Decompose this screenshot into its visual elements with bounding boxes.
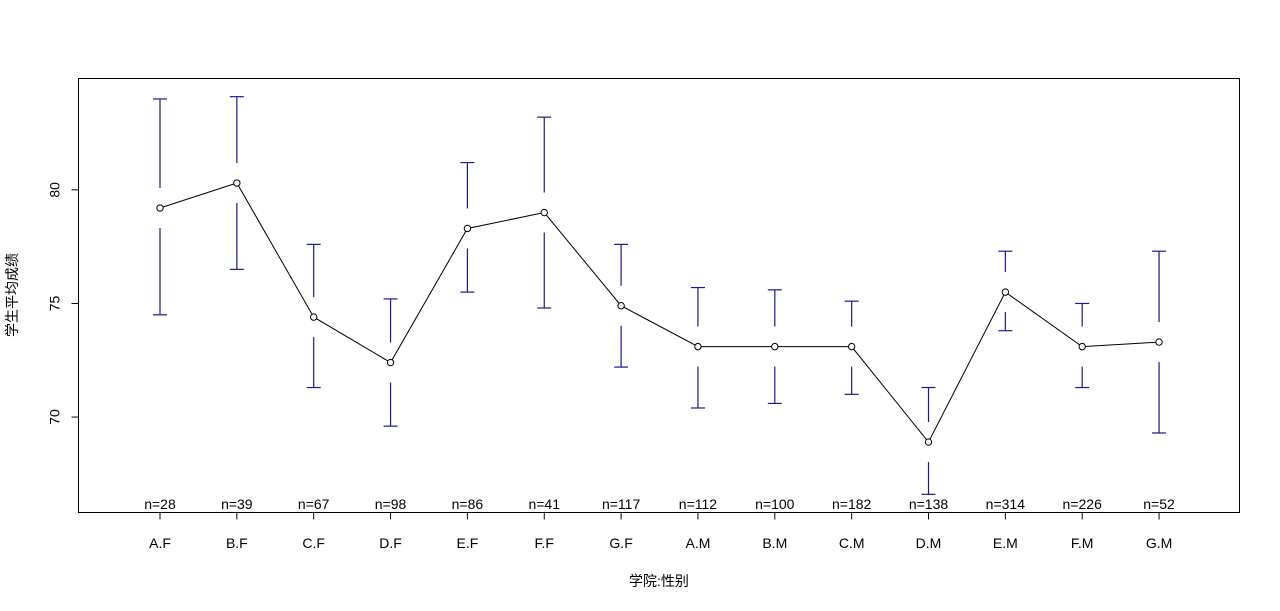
x-tick-label: D.M [916, 535, 942, 551]
x-axis-title: 学院:性别 [629, 573, 689, 589]
error-bar [460, 161, 475, 293]
error-bar [690, 286, 705, 409]
n-label: n=226 [1063, 496, 1103, 512]
error-bar [844, 300, 859, 395]
error-bar [383, 298, 398, 427]
mean-point [1078, 342, 1086, 351]
mean-point [617, 302, 625, 310]
n-label: n=98 [375, 496, 407, 512]
error-bar [537, 116, 552, 309]
n-label: n=41 [528, 496, 560, 512]
n-label: n=182 [832, 496, 872, 512]
error-bar [1152, 250, 1167, 434]
error-bar [306, 243, 321, 389]
y-tick-label: 75 [47, 295, 63, 311]
mean-point [847, 342, 856, 351]
n-label: n=67 [298, 496, 330, 512]
mean-point [310, 313, 318, 321]
mean-point [233, 179, 241, 187]
n-labels: n=28 n=39 n=67 n=98 n=86 n=41 n=117 n=112 n=100 n… [144, 496, 1175, 512]
error-bar [614, 243, 629, 368]
x-tick-label: C.F [302, 535, 325, 551]
y-axis-title: 学生平均成绩 [4, 253, 20, 337]
n-label: n=138 [909, 496, 949, 512]
n-label: n=112 [679, 496, 717, 512]
x-tick-label: A.M [686, 535, 711, 551]
y-tick-label: 80 [47, 182, 63, 198]
mean-line [159, 182, 1160, 443]
n-label: n=52 [1143, 496, 1175, 512]
x-tick-label: G.F [609, 535, 632, 551]
x-tick-label: C.M [839, 535, 865, 551]
mean-point [540, 208, 548, 217]
n-label: n=39 [221, 496, 253, 512]
mean-point [924, 438, 933, 446]
error-bar [921, 386, 936, 495]
x-tick-label: B.M [762, 535, 787, 551]
error-bar [1075, 302, 1090, 389]
n-label: n=117 [602, 496, 640, 512]
mean-point [694, 342, 702, 351]
x-axis: A.F B.F C.F D.F E.F F.F G.F A.M B.M C.M D.M E.M F.M G… [149, 512, 1172, 551]
error-bar [767, 289, 782, 405]
x-tick-label: F.F [535, 535, 554, 551]
error-bars [153, 96, 1167, 495]
n-label: n=86 [452, 496, 484, 512]
n-label: n=100 [755, 496, 795, 512]
error-bar [153, 98, 167, 316]
mean-point [156, 204, 164, 212]
x-tick-label: G.M [1146, 535, 1172, 551]
mean-line-group [156, 179, 1163, 446]
y-tick-label: 70 [47, 409, 63, 425]
mean-point [1001, 288, 1010, 296]
mean-point [463, 224, 472, 233]
x-tick-label: D.F [379, 535, 402, 551]
error-bar [229, 96, 244, 270]
n-label: n=28 [144, 496, 176, 512]
mean-point [386, 358, 395, 367]
x-tick-label: E.F [457, 535, 479, 551]
mean-point [771, 342, 779, 351]
n-label: n=314 [986, 496, 1026, 512]
y-axis: 70 75 80 [47, 182, 79, 425]
plot-frame [78, 78, 1240, 513]
x-tick-label: A.F [149, 535, 171, 551]
x-tick-label: B.F [226, 535, 248, 551]
mean-point [1155, 338, 1163, 346]
x-tick-label: E.M [993, 535, 1018, 551]
error-bar [998, 250, 1013, 332]
x-tick-label: F.M [1071, 535, 1094, 551]
